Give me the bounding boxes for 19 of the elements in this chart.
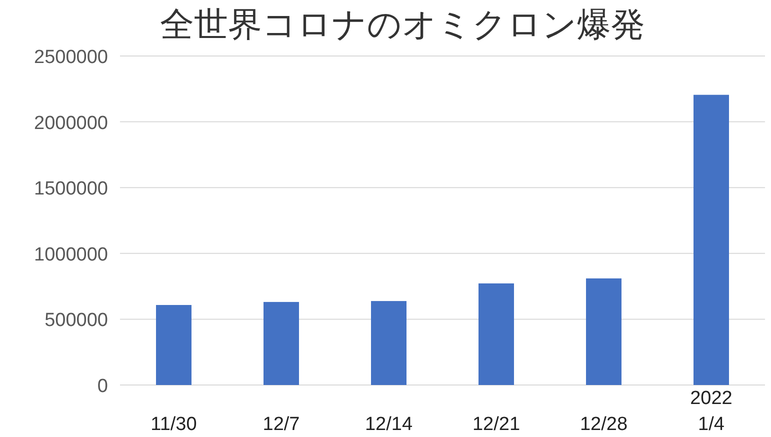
x-tick-label: 12/28 [580, 414, 628, 435]
bar [264, 302, 299, 385]
y-tick-label: 1000000 [34, 244, 108, 266]
y-tick-label: 0 [97, 376, 108, 397]
x-tick-label: 12/7 [262, 414, 300, 435]
bar [478, 283, 514, 385]
bar [371, 301, 406, 385]
bar [156, 304, 192, 385]
y-tick-label: 1500000 [34, 178, 108, 200]
chart-title: 全世界コロナのオミクロン爆発 [160, 6, 645, 44]
y-tick-label: 500000 [44, 310, 108, 332]
x-tick-label: 11/30 [150, 414, 197, 435]
bar [694, 94, 729, 385]
y-tick-label: 2000000 [34, 112, 108, 134]
x-tick-label: 12/21 [472, 414, 520, 435]
x-tick-label: 12/14 [364, 414, 413, 435]
x-tick-label: 2022 1/4 [690, 388, 732, 435]
y-tick-label: 2500000 [34, 47, 108, 68]
bar [586, 278, 622, 385]
